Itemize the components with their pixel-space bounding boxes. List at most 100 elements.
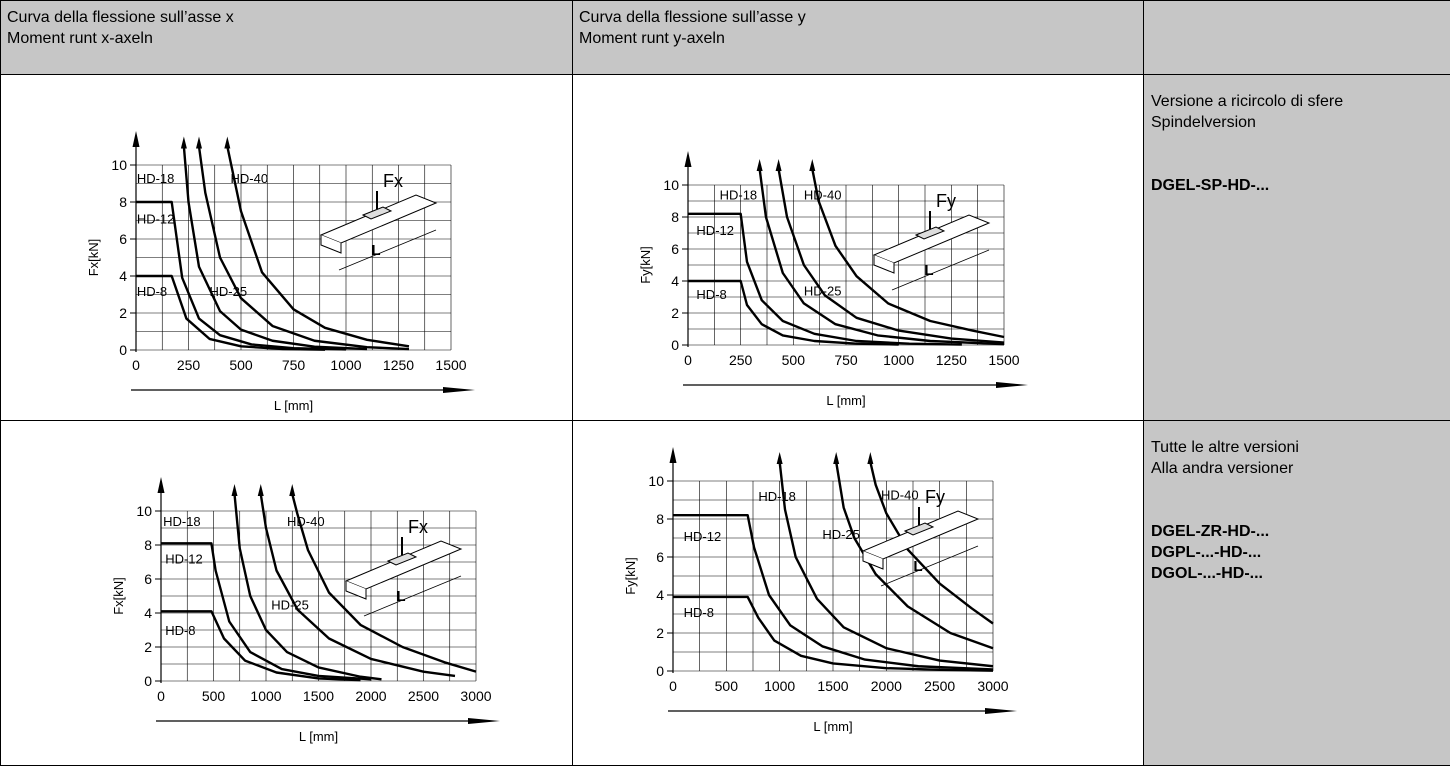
series-label-hd-12: HD-12 (684, 529, 722, 544)
x-axis-arrow (985, 708, 1017, 714)
y-tick-label: 10 (111, 157, 127, 173)
series-arrow (809, 159, 815, 171)
y-tick-label: 8 (671, 209, 679, 225)
series-label-hd-8: HD-8 (684, 605, 714, 620)
x-tick-label: 250 (177, 357, 201, 373)
x-tick-label: 1000 (250, 688, 281, 704)
series-label-hd-18: HD-18 (758, 489, 796, 504)
chart-grid (688, 185, 1004, 345)
x-axis-label: L [mm] (299, 729, 338, 744)
y-tick-label: 6 (119, 231, 127, 247)
schematic-force-label: Fy (936, 191, 956, 211)
y-tick-label: 4 (671, 273, 679, 289)
series-arrow (181, 137, 187, 149)
version-desc-sv: Alla andra versioner (1151, 458, 1450, 479)
series-label-hd-25: HD-25 (822, 527, 860, 542)
schematic-rail (346, 541, 461, 589)
x-tick-label: 2500 (408, 688, 439, 704)
y-tick-label: 0 (656, 663, 664, 679)
header-x-axis: Curva della flessione sull’asse x Moment… (1, 1, 573, 75)
x-tick-label: 3000 (977, 678, 1008, 694)
header-y-title-sv: Moment runt y-axeln (579, 28, 1143, 49)
x-axis-arrow (996, 382, 1028, 388)
series-label-hd-40: HD-40 (287, 514, 325, 529)
version-other: Tutte le altre versioni Alla andra versi… (1144, 421, 1450, 766)
x-tick-label: 250 (729, 352, 753, 368)
x-tick-label: 3000 (460, 688, 491, 704)
series-label-hd-40: HD-40 (881, 487, 919, 502)
x-tick-label: 1500 (435, 357, 466, 373)
header-x-title-it: Curva della flessione sull’asse x (7, 7, 572, 28)
x-tick-label: 0 (157, 688, 165, 704)
chart-grid (136, 165, 451, 350)
series-label-hd-18: HD-18 (163, 514, 201, 529)
x-tick-label: 500 (782, 352, 806, 368)
x-axis-arrow (443, 387, 475, 393)
x-tick-label: 1500 (303, 688, 334, 704)
y-tick-label: 4 (144, 605, 152, 621)
series-arrow (757, 159, 763, 171)
y-tick-label: 0 (671, 337, 679, 353)
header-row: Curva della flessione sull’asse x Moment… (1, 1, 1450, 75)
y-tick-label: 2 (671, 305, 679, 321)
x-tick-label: 1000 (764, 678, 795, 694)
series-label-hd-8: HD-8 (696, 287, 726, 302)
axis-schematic: LFy (874, 191, 989, 290)
x-tick-label: 0 (669, 678, 677, 694)
x-tick-label: 0 (684, 352, 692, 368)
series-arrow (833, 452, 839, 464)
series-label-hd-12: HD-12 (137, 212, 175, 227)
schematic-force-label: Fx (383, 171, 403, 191)
row-spindle-version: 0 2 4 6 8 10 0 250 500 750 1000 1250 1500 Fx[kN] L [mm… (1, 75, 1450, 421)
series-label-hd-25: HD-25 (271, 598, 309, 613)
x-tick-label: 500 (715, 678, 739, 694)
x-axis-label: L [mm] (274, 398, 313, 413)
model-code: DGOL-...-HD-... (1151, 563, 1450, 584)
y-tick-label: 10 (663, 177, 679, 193)
x-tick-label: 750 (834, 352, 858, 368)
y-tick-label: 4 (119, 268, 127, 284)
x-tick-label: 500 (202, 688, 226, 704)
series-label-hd-40: HD-40 (231, 171, 269, 186)
series-label-hd-25: HD-25 (210, 284, 248, 299)
version-spindle: Versione a ricircolo di sfere Spindelver… (1144, 75, 1450, 421)
series-label-hd-12: HD-12 (165, 552, 203, 567)
schematic-force-label: Fx (408, 517, 428, 537)
y-axis-label: Fy[kN] (638, 246, 653, 284)
schematic-force-label: Fy (925, 487, 945, 507)
schematic-length-label: L (913, 558, 922, 575)
series-arrow (232, 484, 238, 496)
x-tick-label: 1500 (817, 678, 848, 694)
schematic-rail (874, 215, 989, 263)
axis-schematic: LFx (346, 517, 461, 616)
y-tick-label: 0 (144, 673, 152, 689)
y-axis-label: Fx[kN] (86, 239, 101, 277)
y-tick-label: 2 (656, 625, 664, 641)
series-arrow (777, 452, 783, 464)
header-x-title-sv: Moment runt x-axeln (7, 28, 572, 49)
y-axis-arrow (133, 131, 140, 147)
series-arrow (776, 159, 782, 171)
series-label-hd-40: HD-40 (804, 188, 842, 203)
y-axis-arrow (685, 151, 692, 167)
x-tick-label: 1250 (383, 357, 414, 373)
schematic-rail (863, 511, 978, 559)
y-tick-label: 10 (648, 473, 664, 489)
series-label-hd-8: HD-8 (137, 284, 167, 299)
series-label-hd-25: HD-25 (804, 284, 842, 299)
series-label-hd-12: HD-12 (696, 223, 734, 238)
series-arrow (289, 484, 295, 496)
x-tick-label: 2000 (355, 688, 386, 704)
y-axis-arrow (670, 447, 677, 463)
series-arrow (224, 137, 230, 149)
y-tick-label: 8 (144, 537, 152, 553)
x-tick-label: 1000 (883, 352, 914, 368)
y-tick-label: 6 (144, 571, 152, 587)
y-axis-label: Fy[kN] (623, 557, 638, 595)
